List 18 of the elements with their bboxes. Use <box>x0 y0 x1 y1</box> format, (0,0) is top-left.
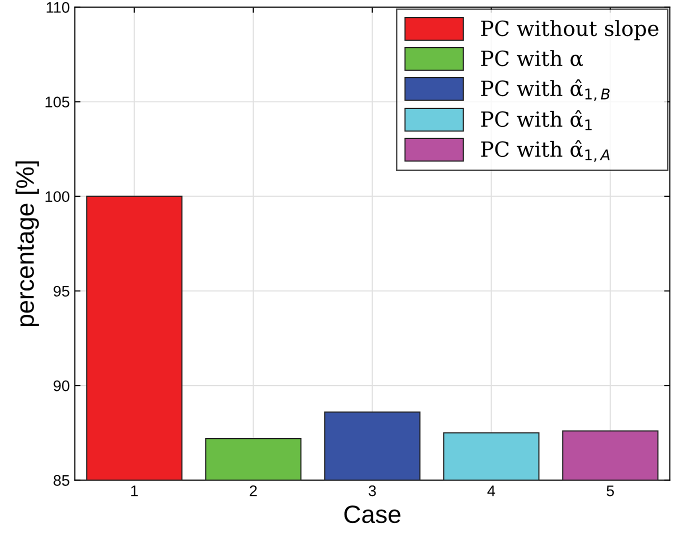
y-tick-label: 90 <box>54 380 70 392</box>
legend-label: PC with α̂$_{1}$ <box>481 110 592 130</box>
y-tick-label: 95 <box>54 286 70 297</box>
x-tick-label: 1 <box>131 486 138 496</box>
y-tick-label: 85 <box>54 475 70 486</box>
x-tick-label: 5 <box>606 486 614 496</box>
y-tick-label: 100 <box>46 191 70 202</box>
x-tick-label: 2 <box>250 485 257 496</box>
x-axis-title: Case <box>344 505 400 524</box>
y-tick-label: 105 <box>46 96 70 108</box>
x-tick-label: 4 <box>487 486 496 496</box>
y-axis-title: percentage [%] <box>16 161 39 326</box>
legend-label: PC with α̂$_{1,B}$ <box>481 79 610 102</box>
x-tick-label: 3 <box>368 485 376 496</box>
y-tick-label: 110 <box>46 2 70 13</box>
legend-label: PC with α̂$_{1,A}$ <box>481 140 610 162</box>
legend-label: PC without slope <box>481 20 658 40</box>
legend-label: PC with α <box>481 50 583 66</box>
